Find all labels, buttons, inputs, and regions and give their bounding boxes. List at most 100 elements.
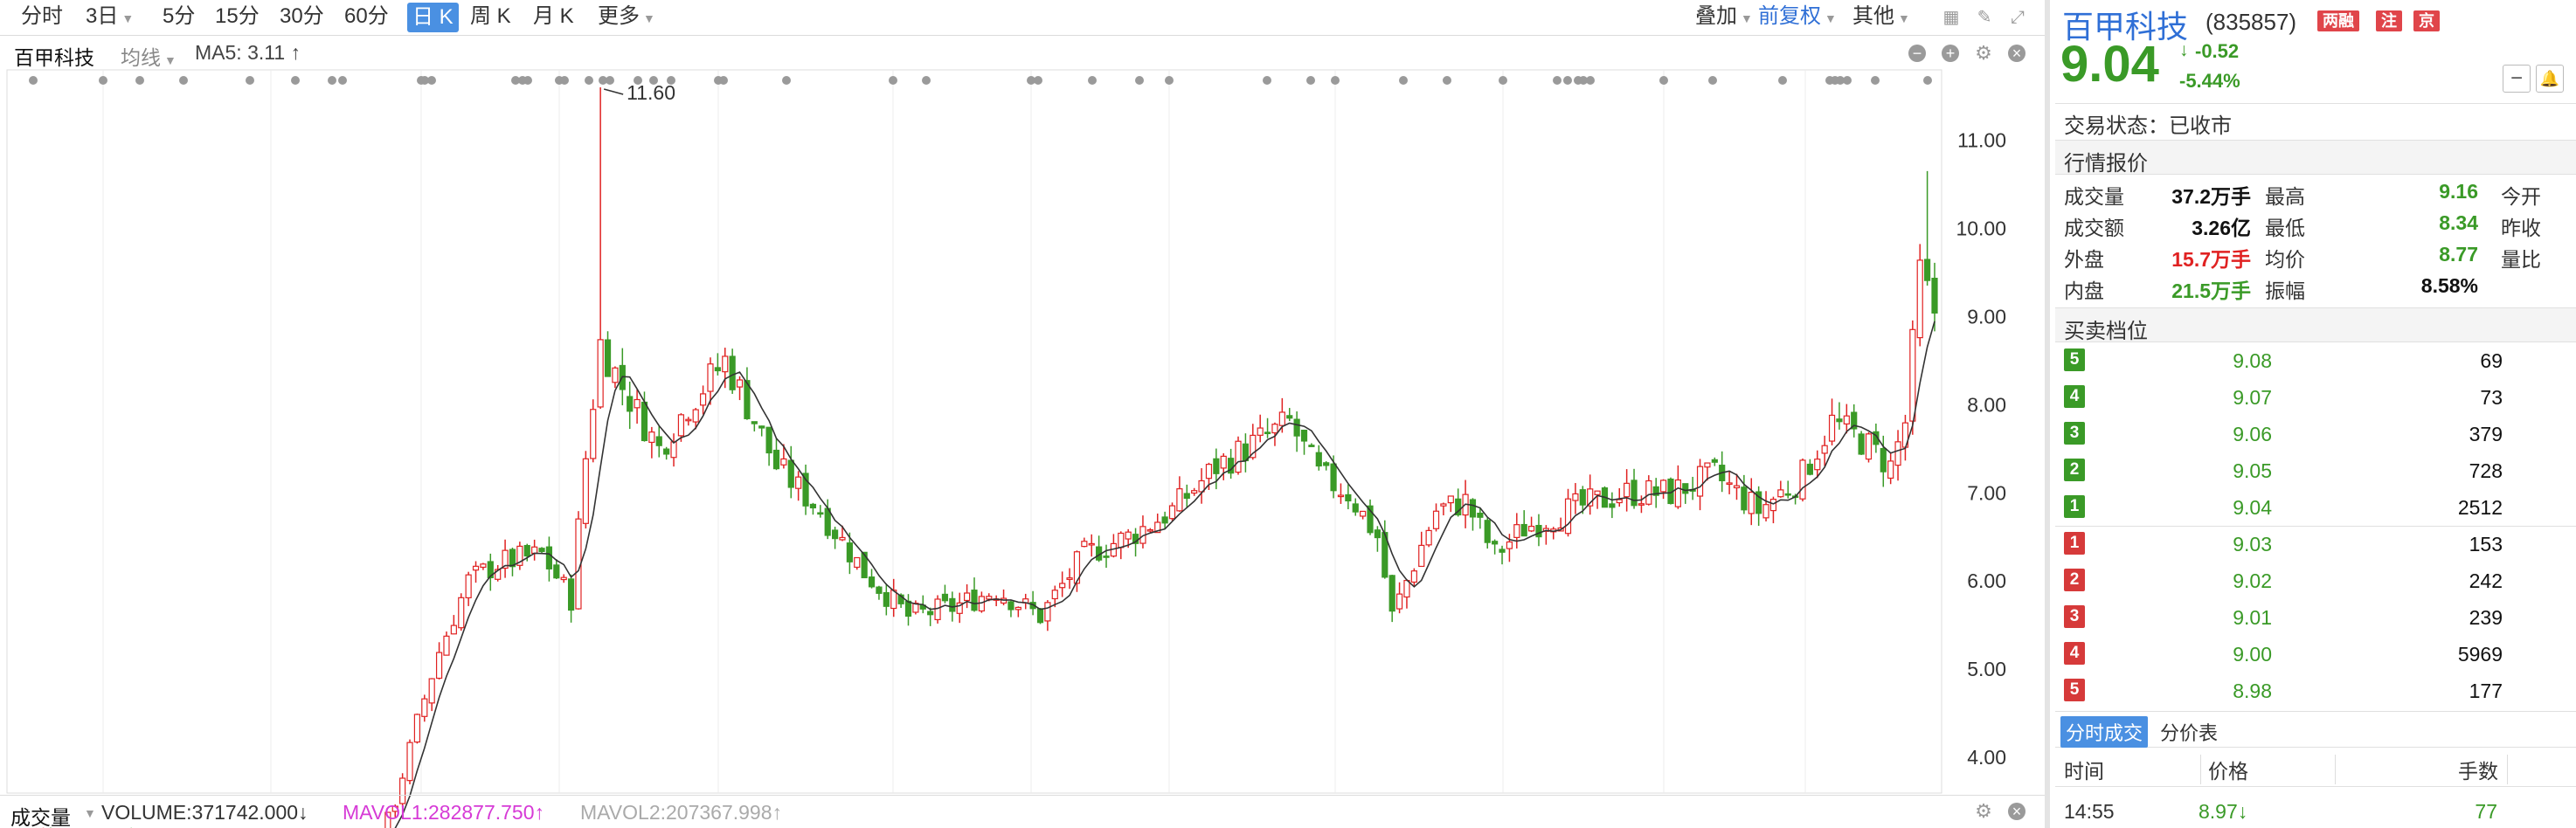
candle-body — [1741, 486, 1748, 511]
panel-divider[interactable] — [2045, 0, 2050, 828]
event-dot — [1399, 76, 1408, 85]
level-badge: 1 — [2064, 495, 2085, 518]
price-change: -0.52 — [2195, 40, 2240, 62]
candle-body — [1118, 532, 1125, 549]
candle-body — [861, 551, 868, 579]
ma5-line — [394, 321, 1935, 828]
candle-body — [1418, 544, 1425, 568]
event-dot — [922, 76, 931, 85]
candle-body — [817, 512, 824, 515]
order-price: 9.04 — [2233, 496, 2272, 519]
candle-body — [1638, 503, 1645, 506]
quote-panel: 百甲科技 (835857) 两融 注 京 9.04 ↓ -0.52 -5.44%… — [2055, 0, 2576, 828]
gear-icon[interactable]: ⚙ — [1975, 800, 1992, 822]
candle-body — [406, 742, 413, 782]
candle-body — [1191, 490, 1198, 494]
tab-trades[interactable]: 分时成交 — [2060, 716, 2149, 748]
order-qty: 153 — [2469, 533, 2503, 555]
candle-body — [1455, 498, 1462, 516]
quote-value: 8.77 — [2439, 243, 2478, 266]
candle-body — [1828, 414, 1836, 442]
volume-value: VOLUME:371742.000↓ — [101, 801, 308, 824]
period-7[interactable]: 日 K — [407, 3, 459, 32]
ma5-value: MA5: 3.11 ↑ — [195, 41, 301, 64]
candle-body — [956, 602, 963, 614]
candle-body — [1374, 529, 1381, 539]
order-qty: 177 — [2469, 680, 2503, 702]
period-9[interactable]: 月 K — [533, 0, 574, 35]
candle-body — [1337, 494, 1345, 498]
grid-icon[interactable]: ▦ — [1942, 8, 1960, 27]
quote-label: 内盘 — [2064, 279, 2104, 302]
candle-body — [809, 503, 817, 509]
candle-body — [1513, 524, 1520, 538]
orderbook-row: 2 9.02 242 — [2055, 564, 2576, 599]
trades-tabbar: 分时成交 分价表 — [2055, 711, 2576, 748]
candle-body — [1323, 462, 1330, 466]
close-icon[interactable]: × — [2008, 45, 2025, 62]
plus-icon[interactable]: + — [1942, 45, 1959, 62]
event-dot — [1034, 76, 1042, 85]
overlay-dropdown[interactable]: 叠加 ▼ — [1695, 0, 1753, 35]
event-dot — [246, 76, 254, 85]
candle-body — [964, 592, 971, 602]
candle-body — [1315, 452, 1322, 467]
quote-value: 37.2万手 — [2171, 185, 2251, 208]
candle-body — [1469, 499, 1477, 518]
candle-body — [868, 576, 876, 588]
period-10[interactable]: 更多 ▼ — [598, 0, 655, 35]
candle-body — [1535, 524, 1542, 538]
tab-price-table[interactable]: 分价表 — [2160, 722, 2219, 744]
candle-body — [1066, 577, 1073, 581]
expand-icon[interactable]: ⤢ — [2011, 8, 2025, 27]
candle-body — [699, 393, 707, 406]
event-dot — [179, 76, 188, 85]
period-8[interactable]: 周 K — [470, 0, 511, 35]
ma-selector[interactable]: 均线 ▼ — [121, 41, 177, 71]
event-dot — [1331, 76, 1340, 85]
chevron-down-icon[interactable]: ▼ — [84, 806, 96, 820]
adjust-dropdown[interactable]: 前复权 ▼ — [1758, 0, 1837, 35]
candle-body — [1250, 434, 1257, 459]
quote-label: 成交额 — [2064, 217, 2124, 239]
pencil-icon[interactable]: ✎ — [1977, 8, 1992, 27]
collapse-button[interactable]: − — [2503, 65, 2531, 93]
candle-body — [1154, 521, 1161, 534]
period-4[interactable]: 15分 — [215, 0, 260, 35]
period-2[interactable]: 3日 ▼ — [86, 0, 134, 35]
candle-body — [428, 678, 435, 704]
event-dot — [523, 76, 532, 85]
gear-icon[interactable]: ⚙ — [1975, 42, 1992, 64]
period-1[interactable]: 分时 — [21, 0, 63, 35]
section-quote: 行情报价 — [2055, 140, 2576, 176]
candle-body — [553, 564, 560, 579]
quote-label: 今开 — [2501, 185, 2541, 208]
order-price: 9.06 — [2233, 423, 2272, 445]
chevron-down-icon: ▼ — [1741, 11, 1753, 25]
legend-stock-name: 百甲科技 — [14, 46, 94, 69]
candle-body — [1564, 498, 1572, 535]
period-3[interactable]: 5分 — [163, 0, 195, 35]
volume-legend: 成交量 ▼ VOLUME:371742.000↓ MAVOL1:282877.7… — [0, 795, 2045, 828]
candle-body — [670, 441, 677, 459]
close-icon[interactable]: × — [2008, 803, 2025, 820]
quote-label: 均价 — [2265, 248, 2305, 271]
badge-note: 注 — [2376, 10, 2402, 31]
minus-icon[interactable]: − — [1908, 45, 1926, 62]
event-dot — [1499, 76, 1507, 85]
quote-label: 外盘 — [2064, 248, 2104, 271]
level-badge: 2 — [2064, 459, 2085, 481]
period-6[interactable]: 60分 — [344, 0, 389, 35]
candle-body — [1293, 418, 1300, 437]
candle-body — [1704, 462, 1711, 468]
trades-header: 时间 价格 手数 — [2055, 748, 2576, 787]
other-dropdown[interactable]: 其他 ▼ — [1852, 0, 1910, 35]
candle-body — [582, 458, 589, 524]
period-label: 周 K — [470, 4, 511, 28]
quote-value: 9.16 — [2439, 180, 2478, 203]
candle-body — [1821, 445, 1828, 454]
orderbook-row: 3 9.01 239 — [2055, 601, 2576, 636]
candle-body — [1814, 459, 1821, 471]
alert-bell-icon[interactable]: 🔔 — [2536, 65, 2564, 93]
period-5[interactable]: 30分 — [280, 0, 324, 35]
